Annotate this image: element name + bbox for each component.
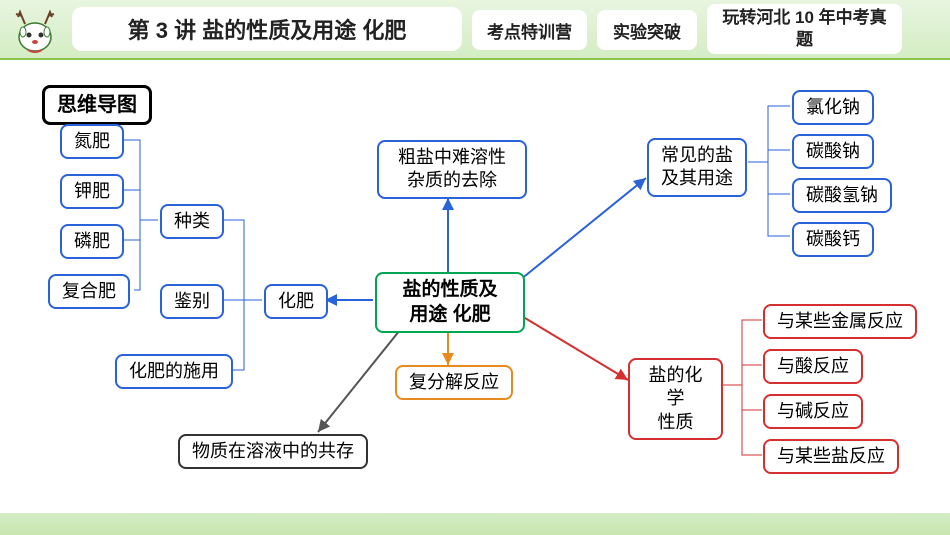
- node-nacl: 氯化钠: [792, 90, 874, 125]
- node-compound: 复合肥: [48, 274, 130, 309]
- node-identify: 鉴别: [160, 284, 224, 319]
- section-title: 思维导图: [42, 85, 152, 125]
- node-nahco3: 碳酸氢钠: [792, 178, 892, 213]
- header-bar: 第 3 讲 盐的性质及用途 化肥 考点特训营 实验突破 玩转河北 10 年中考真…: [0, 0, 950, 60]
- deer-logo: [10, 2, 60, 57]
- node-common-salt: 常见的盐及其用途: [647, 138, 747, 197]
- node-coexist: 物质在溶液中的共存: [178, 434, 368, 469]
- lecture-title: 第 3 讲 盐的性质及用途 化肥: [72, 7, 462, 51]
- node-na2co3: 碳酸钠: [792, 134, 874, 169]
- node-crude-salt: 粗盐中难溶性杂质的去除: [377, 140, 527, 199]
- node-metal: 与某些金属反应: [763, 304, 917, 339]
- root-node: 盐的性质及用途 化肥: [375, 272, 525, 333]
- node-potassium: 钾肥: [60, 174, 124, 209]
- tab-pastpapers[interactable]: 玩转河北 10 年中考真题: [707, 4, 902, 54]
- node-phosphorus: 磷肥: [60, 224, 124, 259]
- node-chemprop: 盐的化学性质: [628, 358, 723, 440]
- node-decomposition: 复分解反应: [395, 365, 513, 400]
- tab-keypoints[interactable]: 考点特训营: [472, 10, 587, 50]
- node-fertilizer: 化肥: [264, 284, 328, 319]
- footer-bar: [0, 513, 950, 535]
- node-base: 与碱反应: [763, 394, 863, 429]
- node-nitrogen: 氮肥: [60, 124, 124, 159]
- node-caco3: 碳酸钙: [792, 222, 874, 257]
- node-salt: 与某些盐反应: [763, 439, 899, 474]
- node-kind: 种类: [160, 204, 224, 239]
- node-apply: 化肥的施用: [115, 354, 233, 389]
- tab-experiment[interactable]: 实验突破: [597, 10, 697, 50]
- node-acid: 与酸反应: [763, 349, 863, 384]
